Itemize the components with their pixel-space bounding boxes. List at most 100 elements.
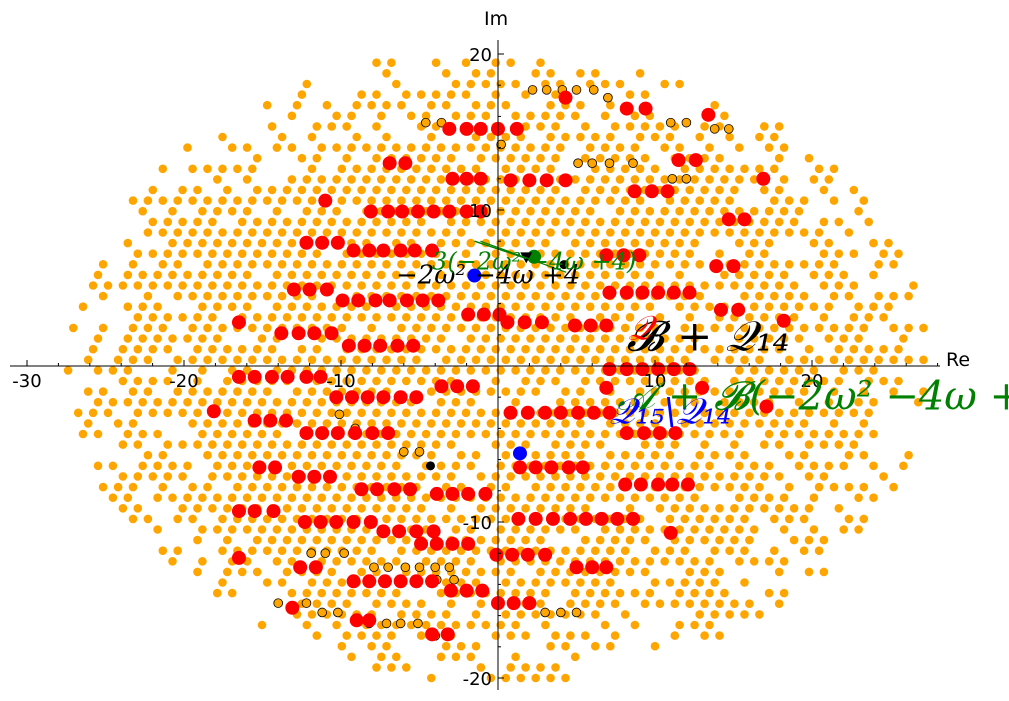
orange-point [705, 525, 714, 534]
orange-point [546, 291, 555, 301]
orange-point [367, 100, 376, 110]
orange-point [451, 366, 461, 375]
orange-point [357, 185, 366, 195]
orange-point [720, 588, 729, 598]
orange-point [248, 482, 257, 492]
orange-point [332, 588, 341, 598]
orange-point [730, 504, 739, 513]
orange-point [208, 504, 217, 513]
orange-point [749, 238, 759, 248]
orange-point [287, 493, 297, 503]
orange-point [421, 175, 431, 184]
orange-point [581, 504, 590, 513]
orange-point [332, 620, 341, 630]
orange-point [312, 153, 322, 163]
orange-point [720, 397, 729, 407]
orange-point [476, 153, 486, 163]
orange-point [799, 355, 809, 365]
red-point [651, 477, 666, 492]
orange-point [397, 355, 406, 365]
red-point [264, 369, 279, 384]
red-point [393, 574, 408, 589]
orange-point [809, 366, 819, 375]
orange-point [317, 461, 327, 471]
orange-point [128, 387, 138, 396]
orange-point [814, 260, 824, 269]
orange-point [566, 504, 575, 513]
orange-point [108, 397, 118, 407]
red-point [539, 173, 554, 188]
orange-point [387, 313, 396, 322]
orange-point [725, 450, 734, 460]
orange-point [257, 429, 267, 439]
orange-point [506, 504, 515, 513]
orange-point [576, 260, 585, 269]
orange-point [242, 493, 252, 503]
orange-point [441, 641, 451, 651]
red-point [392, 524, 407, 539]
orange-point [779, 334, 789, 343]
orange-point [441, 100, 451, 110]
red-point [280, 369, 295, 384]
red-point [349, 613, 364, 628]
orange-point [551, 567, 560, 577]
orange-point [168, 238, 177, 248]
orange-point [829, 482, 839, 492]
orange-point [655, 376, 665, 386]
orange-point [506, 567, 515, 577]
orange-point [705, 588, 714, 598]
outlined-point [273, 598, 284, 608]
orange-point [377, 652, 386, 662]
red-point [346, 515, 361, 529]
orange-point [382, 196, 391, 205]
orange-point [123, 270, 133, 280]
orange-point [620, 164, 630, 174]
orange-point [163, 313, 172, 322]
orange-point [824, 270, 834, 280]
orange-point [784, 196, 794, 205]
orange-point [640, 440, 650, 449]
orange-point [501, 482, 511, 492]
orange-point [108, 366, 118, 375]
orange-point [581, 376, 590, 386]
orange-point [536, 58, 545, 67]
orange-point [362, 175, 371, 184]
orange-point [188, 196, 197, 205]
orange-point [163, 408, 172, 418]
orange-point [98, 482, 108, 492]
orange-point [784, 228, 794, 237]
orange-point [685, 344, 694, 354]
orange-point [347, 557, 356, 566]
outlined-point [444, 562, 455, 573]
orange-point [213, 493, 222, 503]
red-point [291, 326, 306, 341]
orange-point [745, 376, 754, 386]
orange-point [133, 281, 143, 290]
orange-point [73, 408, 83, 418]
orange-point [789, 217, 799, 227]
red-point [266, 504, 281, 519]
orange-point [705, 429, 714, 439]
orange-point [233, 260, 242, 269]
orange-point [561, 387, 570, 396]
orange-point [645, 270, 655, 280]
orange-point [158, 546, 168, 555]
orange-point [779, 557, 789, 566]
red-point [285, 600, 300, 615]
orange-point [804, 376, 814, 386]
orange-point [546, 100, 555, 110]
orange-point [710, 546, 719, 555]
orange-point [367, 355, 376, 365]
orange-point [446, 408, 456, 418]
orange-point [277, 260, 287, 269]
x-tick-label: 20 [801, 371, 824, 392]
red-point [324, 326, 339, 341]
red-point [445, 486, 460, 501]
red-point [293, 560, 308, 575]
orange-point [312, 344, 322, 354]
orange-point [203, 450, 212, 460]
outlined-point [400, 562, 411, 573]
orange-point [581, 281, 590, 290]
orange-point [745, 535, 754, 545]
orange-point [347, 461, 356, 471]
